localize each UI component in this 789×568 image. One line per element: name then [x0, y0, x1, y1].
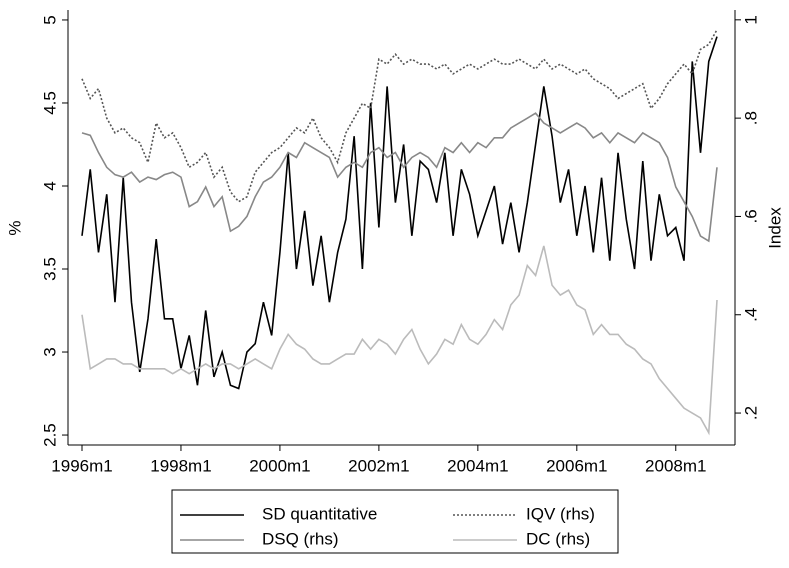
y-axis-title: % [5, 220, 24, 235]
y-tick-label: 2.5 [40, 423, 59, 447]
x-tick-label: 2000m1 [249, 456, 310, 475]
x-tick-label: 2006m1 [546, 456, 607, 475]
legend-label: DC (rhs) [526, 529, 590, 548]
y2-tick-label: 1 [741, 15, 760, 24]
y-tick-label: 5 [40, 15, 59, 24]
legend-label: DSQ (rhs) [262, 529, 339, 548]
x-tick-label: 2004m1 [447, 456, 508, 475]
series-line [81, 112, 718, 243]
legend-label: SD quantitative [262, 504, 377, 523]
series-line [81, 29, 718, 203]
y2-tick-label: .2 [741, 406, 760, 420]
y-tick-label: 3.5 [40, 257, 59, 281]
y-tick-label: 4.5 [40, 91, 59, 115]
series-line [81, 36, 718, 390]
y2-tick-label: .8 [741, 111, 760, 125]
legend-box [171, 489, 619, 554]
x-tick-label: 2008m1 [645, 456, 706, 475]
y2-axis-title: Index [765, 207, 784, 249]
x-tick-label: 1998m1 [150, 456, 211, 475]
y-tick-label: 3 [40, 347, 59, 356]
y-tick-label: 4 [40, 181, 59, 190]
y2-tick-label: .6 [741, 209, 760, 223]
series-line [81, 245, 718, 436]
x-tick-label: 2002m1 [348, 456, 409, 475]
legend-label: IQV (rhs) [526, 504, 595, 523]
y2-tick-label: .4 [741, 308, 760, 322]
x-tick-label: 1996m1 [51, 456, 112, 475]
